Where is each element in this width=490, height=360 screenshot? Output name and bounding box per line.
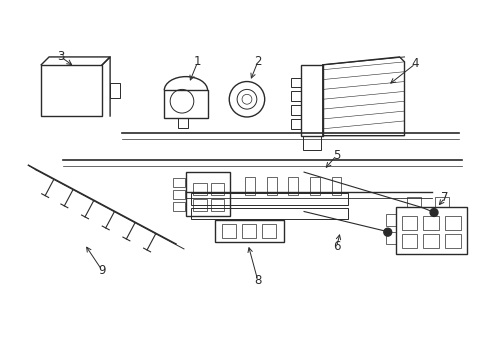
Bar <box>211 199 224 211</box>
Bar <box>164 90 208 118</box>
Bar <box>216 220 284 242</box>
Bar <box>288 177 298 195</box>
Bar <box>423 234 439 248</box>
Bar <box>267 177 276 195</box>
Bar <box>395 207 466 254</box>
Bar <box>191 193 348 204</box>
Bar <box>386 232 395 244</box>
Bar <box>423 216 439 230</box>
Bar <box>310 177 320 195</box>
Text: 4: 4 <box>412 57 419 70</box>
Bar <box>291 78 301 87</box>
Text: 7: 7 <box>441 191 449 204</box>
Bar <box>301 65 323 136</box>
Text: 8: 8 <box>254 274 262 287</box>
Bar <box>291 91 301 101</box>
Bar <box>242 224 256 238</box>
Bar <box>408 197 421 207</box>
Bar <box>245 177 255 195</box>
Text: 3: 3 <box>57 50 65 63</box>
Bar <box>386 215 395 226</box>
Bar <box>445 234 461 248</box>
Bar <box>435 197 449 207</box>
Bar <box>186 172 230 216</box>
Bar <box>303 136 321 150</box>
Bar <box>291 105 301 115</box>
Text: 6: 6 <box>333 240 341 253</box>
Bar <box>191 208 348 219</box>
Bar <box>173 178 185 187</box>
Bar <box>262 224 275 238</box>
Bar <box>211 183 224 195</box>
Bar <box>173 190 185 199</box>
Bar <box>401 216 417 230</box>
Bar <box>193 199 207 211</box>
Bar <box>110 82 120 98</box>
Bar <box>173 202 185 211</box>
Bar <box>401 234 417 248</box>
Text: 5: 5 <box>333 149 340 162</box>
Bar <box>332 177 342 195</box>
Text: 2: 2 <box>254 55 262 68</box>
Circle shape <box>384 228 392 236</box>
Bar <box>193 183 207 195</box>
Circle shape <box>430 208 438 216</box>
Text: 9: 9 <box>98 264 106 277</box>
Bar <box>291 119 301 129</box>
Bar <box>445 216 461 230</box>
Bar <box>41 65 102 116</box>
Bar <box>222 224 236 238</box>
Bar <box>178 118 188 128</box>
Text: 1: 1 <box>194 55 201 68</box>
